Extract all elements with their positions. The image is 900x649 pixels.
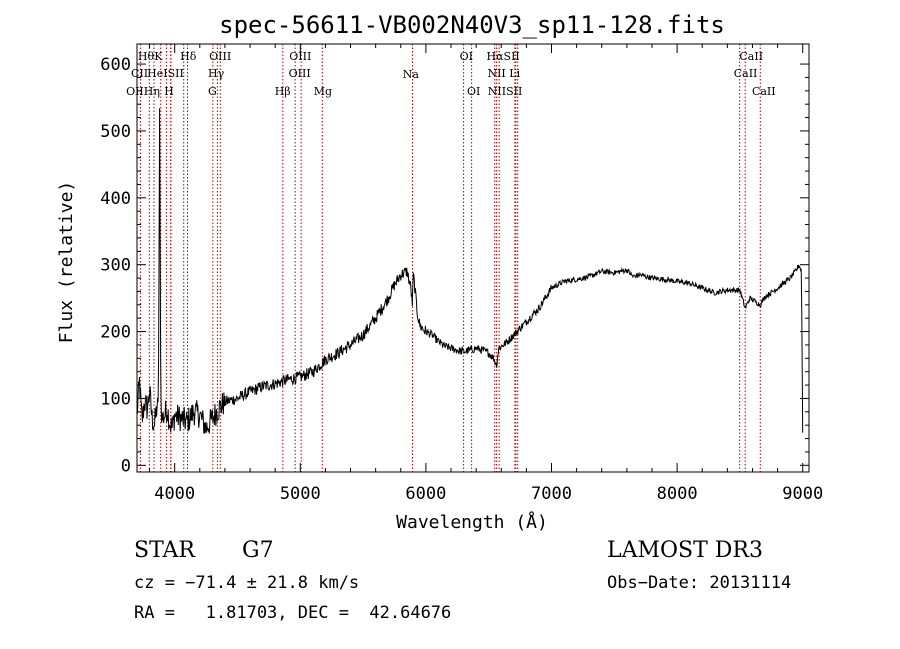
line-marker-label: CaII bbox=[752, 85, 776, 98]
line-marker-label: CaII bbox=[739, 50, 763, 63]
object-class: STAR bbox=[134, 538, 195, 563]
sky-coordinates: RA = 1.81703, DEC = 42.64676 bbox=[134, 603, 452, 623]
x-tick-label: 8000 bbox=[657, 484, 698, 504]
y-tick-label: 0 bbox=[121, 456, 131, 476]
y-tick-label: 500 bbox=[100, 122, 131, 142]
line-marker-label: NII Li bbox=[487, 67, 520, 80]
line-marker-label: OI bbox=[460, 50, 473, 63]
x-tick-label: 7000 bbox=[531, 484, 572, 504]
line-marker-label: CaII bbox=[734, 67, 758, 80]
y-axis-label: Flux (relative) bbox=[56, 181, 77, 344]
line-marker-label: K bbox=[154, 50, 163, 63]
line-marker-label: HαSII bbox=[487, 50, 520, 63]
y-tick-label: 400 bbox=[100, 189, 131, 209]
line-marker-label: CII bbox=[131, 67, 148, 80]
survey-name: LAMOST DR3 bbox=[607, 538, 763, 563]
object-subclass: G7 bbox=[242, 538, 274, 563]
x-tick-label: 5000 bbox=[280, 484, 321, 504]
y-tick-label: 600 bbox=[100, 55, 131, 75]
y-tick-label: 300 bbox=[100, 256, 131, 276]
spectrum-line bbox=[136, 108, 804, 434]
y-tick-label: 100 bbox=[100, 389, 131, 409]
line-marker-label: G bbox=[208, 85, 217, 98]
line-marker-label-group: Hθ K Hδ OIII OIII OI HαSII CaII CII HeISII Hγ OIII N… bbox=[126, 50, 776, 98]
line-marker-label: Mg bbox=[314, 85, 332, 98]
axis-ticks: 4000 5000 6000 7000 8000 9000 0 100 200 300 400 500… bbox=[100, 44, 823, 504]
line-marker-label: OIII bbox=[289, 50, 311, 63]
line-marker-label: H bbox=[164, 85, 174, 98]
x-tick-label: 6000 bbox=[405, 484, 446, 504]
x-tick-label: 9000 bbox=[782, 484, 823, 504]
observation-date: Obs−Date: 20131114 bbox=[607, 573, 792, 593]
redshift-velocity: cz = −71.4 ± 21.8 km/s bbox=[134, 573, 360, 593]
line-marker-label: OIII bbox=[289, 67, 311, 80]
line-marker-label: Hθ bbox=[138, 50, 155, 63]
line-marker-label: OI bbox=[467, 85, 480, 98]
line-marker-label: HeISII bbox=[147, 67, 184, 80]
x-tick-label: 4000 bbox=[154, 484, 195, 504]
chart-title: spec-56611-VB002N40V3_sp11-128.fits bbox=[219, 11, 725, 39]
line-marker-label: Hγ bbox=[208, 67, 225, 80]
plot-frame bbox=[136, 43, 810, 473]
line-marker-label: Hβ bbox=[275, 85, 291, 98]
y-tick-label: 200 bbox=[100, 323, 131, 343]
line-marker-label: OIIHη bbox=[126, 85, 160, 98]
line-marker-group bbox=[139, 44, 761, 472]
line-marker-label: NIISII bbox=[488, 85, 523, 98]
x-axis-label: Wavelength (Å) bbox=[396, 511, 548, 533]
line-marker-label: OIII bbox=[209, 50, 231, 63]
line-marker-label: Na bbox=[403, 68, 420, 81]
line-marker-label: Hδ bbox=[180, 50, 197, 63]
